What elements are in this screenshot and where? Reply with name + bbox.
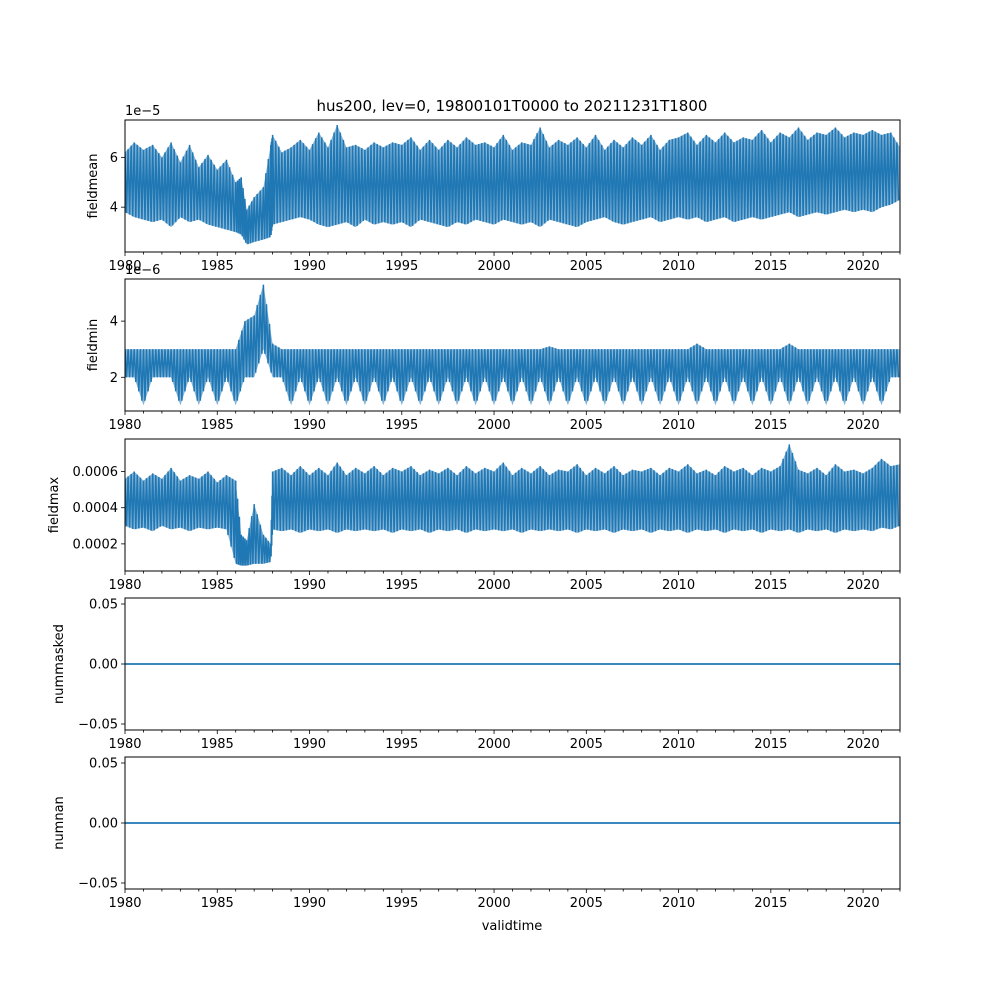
x-tick-label: 2005 <box>570 259 603 274</box>
y-tick-label: 4 <box>110 315 118 330</box>
y-tick-label: 0.0004 <box>73 501 119 516</box>
x-tick-label: 2010 <box>662 896 695 911</box>
y-axis-label: fieldmean <box>86 154 101 219</box>
x-tick-label: 1985 <box>201 418 234 433</box>
x-tick-label: 2015 <box>754 418 787 433</box>
x-axis-label: validtime <box>482 919 543 934</box>
x-tick-label: 2015 <box>754 259 787 274</box>
x-tick-label: 1995 <box>385 418 418 433</box>
x-tick-label: 1990 <box>293 578 326 593</box>
x-tick-label: 1985 <box>201 737 234 752</box>
y-tick-label: 0.05 <box>89 757 118 772</box>
panel-nummasked: 1980 1985 1990 1995 2000 2005 2010 2015 2020 −0.0… <box>52 597 901 752</box>
x-tick-label: 2000 <box>478 737 511 752</box>
y-tick-label: 0.00 <box>89 817 118 832</box>
x-tick-label: 2020 <box>847 737 880 752</box>
y-tick-label: 0.0002 <box>73 537 119 552</box>
y-offset-text: 1e−5 <box>125 104 160 119</box>
x-tick-label: 1985 <box>201 578 234 593</box>
x-tick-label: 2005 <box>570 737 603 752</box>
series-envelope <box>125 284 900 406</box>
y-tick-label: 0.00 <box>89 658 118 673</box>
series-fieldmax <box>125 444 900 566</box>
y-tick-label: 0.05 <box>89 598 118 613</box>
x-tick-label: 2000 <box>478 259 511 274</box>
x-tick-label: 2005 <box>570 418 603 433</box>
series-line <box>125 444 900 566</box>
x-tick-label: 1980 <box>108 259 141 274</box>
y-tick-label: −0.05 <box>78 877 118 892</box>
panel-fieldmean: 1980 1985 1990 1995 2000 2005 2010 2015 2020 4 6 fi… <box>86 104 901 274</box>
x-tick-label: 2010 <box>662 259 695 274</box>
y-axis-label: nummasked <box>52 624 67 704</box>
y-tick-label: 0.0006 <box>73 465 119 480</box>
x-tick-label: 2015 <box>754 737 787 752</box>
x-tick-label: 2000 <box>478 418 511 433</box>
y-tick-label: 4 <box>110 201 118 216</box>
panels: 1980 1985 1990 1995 2000 2005 2010 2015 2020 4 6 fi… <box>47 104 901 911</box>
y-offset-text: 1e−6 <box>125 263 160 278</box>
x-tick-label: 2020 <box>847 896 880 911</box>
x-tick-label: 1980 <box>108 737 141 752</box>
x-tick-label: 1980 <box>108 896 141 911</box>
x-tick-label: 1995 <box>385 737 418 752</box>
x-tick-label: 1985 <box>201 259 234 274</box>
series-fieldmin <box>125 284 900 406</box>
x-tick-label: 1980 <box>108 418 141 433</box>
x-tick-label: 1980 <box>108 578 141 593</box>
y-tick-label: 2 <box>110 371 118 386</box>
x-tick-label: 2000 <box>478 896 511 911</box>
x-tick-label: 2020 <box>847 259 880 274</box>
x-tick-label: 2005 <box>570 578 603 593</box>
x-tick-label: 1995 <box>385 896 418 911</box>
x-tick-label: 1990 <box>293 737 326 752</box>
y-axis-label: fieldmax <box>47 477 62 534</box>
x-tick-label: 2020 <box>847 578 880 593</box>
y-tick-label: 6 <box>110 151 118 166</box>
y-axis-label: numnan <box>52 796 67 850</box>
y-axis-label: fieldmin <box>86 319 101 372</box>
x-tick-label: 2010 <box>662 737 695 752</box>
x-tick-label: 2015 <box>754 578 787 593</box>
series-fieldmean <box>125 124 900 245</box>
x-tick-label: 1990 <box>293 418 326 433</box>
panel-fieldmax: 1980 1985 1990 1995 2000 2005 2010 2015 2020 0.00… <box>47 438 901 593</box>
x-tick-label: 2000 <box>478 578 511 593</box>
x-tick-label: 2015 <box>754 896 787 911</box>
x-tick-label: 2010 <box>662 418 695 433</box>
x-tick-label: 2020 <box>847 418 880 433</box>
panel-numnan: 1980 1985 1990 1995 2000 2005 2010 2015 2020 −0.0… <box>52 756 901 911</box>
x-tick-label: 1995 <box>385 578 418 593</box>
series-line <box>125 124 900 245</box>
series-line <box>125 284 900 401</box>
x-tick-label: 1985 <box>201 896 234 911</box>
x-tick-label: 1990 <box>293 896 326 911</box>
x-tick-label: 1990 <box>293 259 326 274</box>
x-tick-label: 2010 <box>662 578 695 593</box>
y-tick-label: −0.05 <box>78 718 118 733</box>
x-tick-label: 2005 <box>570 896 603 911</box>
chart-title: hus200, lev=0, 19800101T0000 to 20211231… <box>317 97 708 115</box>
panel-fieldmin: 1980 1985 1990 1995 2000 2005 2010 2015 2020 2 4 fi… <box>86 263 901 433</box>
x-tick-label: 1995 <box>385 259 418 274</box>
